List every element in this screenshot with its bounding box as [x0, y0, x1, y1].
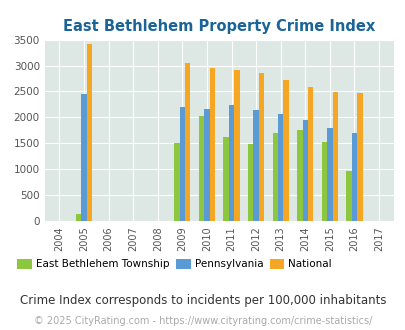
Bar: [321, 142, 326, 221]
Bar: [223, 137, 228, 221]
Bar: [307, 87, 313, 221]
Bar: [345, 171, 351, 221]
Bar: [283, 80, 288, 221]
Bar: [87, 44, 92, 221]
Bar: [204, 109, 209, 221]
Bar: [332, 92, 337, 221]
Bar: [76, 214, 81, 221]
Bar: [185, 63, 190, 221]
Bar: [81, 93, 87, 221]
Title: East Bethlehem Property Crime Index: East Bethlehem Property Crime Index: [63, 19, 375, 34]
Text: Crime Index corresponds to incidents per 100,000 inhabitants: Crime Index corresponds to incidents per…: [20, 294, 385, 307]
Bar: [326, 128, 332, 221]
Legend: East Bethlehem Township, Pennsylvania, National: East Bethlehem Township, Pennsylvania, N…: [13, 255, 335, 274]
Bar: [277, 114, 283, 221]
Text: © 2025 CityRating.com - https://www.cityrating.com/crime-statistics/: © 2025 CityRating.com - https://www.city…: [34, 316, 371, 326]
Bar: [356, 93, 362, 221]
Bar: [296, 130, 302, 221]
Bar: [209, 68, 215, 221]
Bar: [247, 144, 253, 221]
Bar: [351, 133, 356, 221]
Bar: [198, 116, 204, 221]
Bar: [272, 133, 277, 221]
Bar: [234, 70, 239, 221]
Bar: [302, 120, 307, 221]
Bar: [253, 110, 258, 221]
Bar: [179, 107, 185, 221]
Bar: [258, 73, 264, 221]
Bar: [228, 106, 234, 221]
Bar: [174, 143, 179, 221]
